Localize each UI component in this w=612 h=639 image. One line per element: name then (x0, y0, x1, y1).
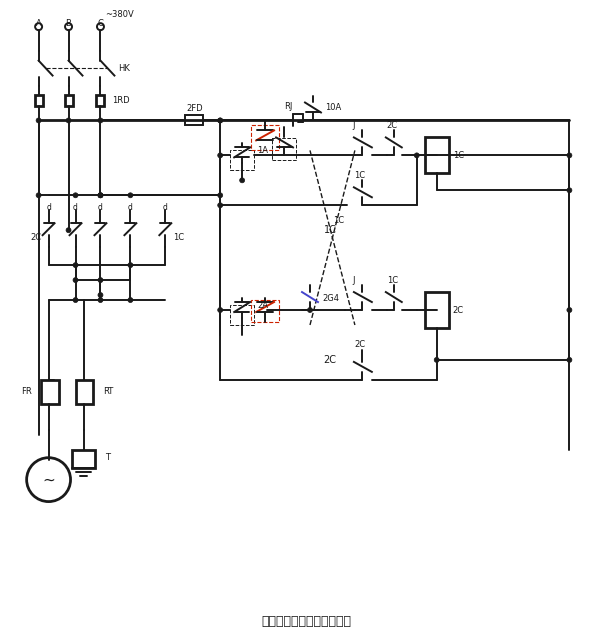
Circle shape (98, 277, 103, 282)
Circle shape (567, 153, 572, 158)
Bar (35, 95, 43, 107)
Bar (425, 292, 449, 328)
Circle shape (98, 193, 103, 198)
Circle shape (65, 23, 72, 30)
Circle shape (36, 193, 41, 198)
Text: 1C: 1C (324, 225, 337, 235)
Circle shape (567, 307, 572, 312)
Circle shape (307, 307, 313, 312)
Text: 2C: 2C (324, 355, 337, 365)
Bar (40, 380, 59, 404)
Text: 10A: 10A (325, 103, 341, 112)
Bar (75, 380, 94, 404)
Bar (272, 139, 296, 160)
Text: 2C: 2C (31, 233, 42, 242)
Bar (230, 305, 254, 325)
Circle shape (98, 193, 103, 198)
Text: d: d (128, 203, 133, 212)
Text: ~: ~ (42, 472, 55, 487)
Text: RT: RT (103, 387, 114, 396)
Bar (72, 450, 95, 468)
Circle shape (218, 307, 223, 312)
Circle shape (218, 203, 223, 208)
Text: d: d (46, 203, 51, 212)
Text: d: d (98, 203, 103, 212)
Text: 2C: 2C (453, 305, 464, 314)
Bar (230, 150, 254, 171)
Text: 防止相间短路的正反转控制: 防止相间短路的正反转控制 (261, 615, 351, 627)
Text: HK: HK (119, 64, 130, 73)
Circle shape (98, 193, 103, 198)
Circle shape (35, 23, 42, 30)
Text: J: J (353, 121, 355, 130)
Circle shape (73, 193, 78, 198)
Circle shape (218, 153, 223, 158)
Circle shape (36, 118, 41, 123)
Circle shape (240, 178, 245, 183)
Circle shape (98, 293, 103, 298)
Bar (97, 95, 105, 107)
Text: FR: FR (21, 387, 32, 396)
Bar (251, 300, 279, 322)
Text: 1A: 1A (257, 146, 268, 155)
Text: T: T (105, 453, 110, 462)
Text: 1C: 1C (333, 216, 344, 225)
Circle shape (98, 118, 103, 123)
Bar (251, 125, 279, 150)
Text: 2C: 2C (354, 341, 365, 350)
Text: d: d (73, 203, 78, 212)
Text: RJ: RJ (284, 102, 292, 111)
Text: 2G4: 2G4 (322, 293, 339, 302)
Circle shape (567, 357, 572, 362)
Text: 1C: 1C (173, 233, 184, 242)
Circle shape (128, 193, 133, 198)
Circle shape (128, 298, 133, 302)
Circle shape (66, 118, 71, 123)
Text: J: J (353, 275, 355, 284)
Text: 2FD: 2FD (186, 104, 203, 113)
Circle shape (73, 298, 78, 302)
Text: B: B (65, 19, 72, 28)
Text: 1RD: 1RD (113, 96, 130, 105)
Text: d: d (163, 203, 168, 212)
Circle shape (128, 263, 133, 268)
Circle shape (98, 298, 103, 302)
Bar (185, 116, 203, 125)
Bar (425, 137, 449, 173)
Circle shape (218, 193, 223, 198)
Text: ~380V: ~380V (105, 10, 134, 19)
Text: 2C: 2C (387, 121, 398, 130)
Text: C: C (97, 19, 103, 28)
Text: 1C: 1C (387, 275, 398, 284)
Circle shape (27, 458, 70, 502)
Circle shape (73, 277, 78, 282)
Text: 1C: 1C (354, 171, 365, 180)
Text: 2A: 2A (257, 300, 268, 309)
Circle shape (434, 357, 439, 362)
Circle shape (66, 227, 71, 233)
Text: 1C: 1C (453, 151, 464, 160)
Text: A: A (35, 19, 42, 28)
Circle shape (414, 153, 419, 158)
Circle shape (567, 188, 572, 193)
Bar (64, 95, 73, 107)
Circle shape (73, 263, 78, 268)
Circle shape (218, 118, 223, 123)
Circle shape (97, 23, 104, 30)
Circle shape (218, 118, 223, 123)
